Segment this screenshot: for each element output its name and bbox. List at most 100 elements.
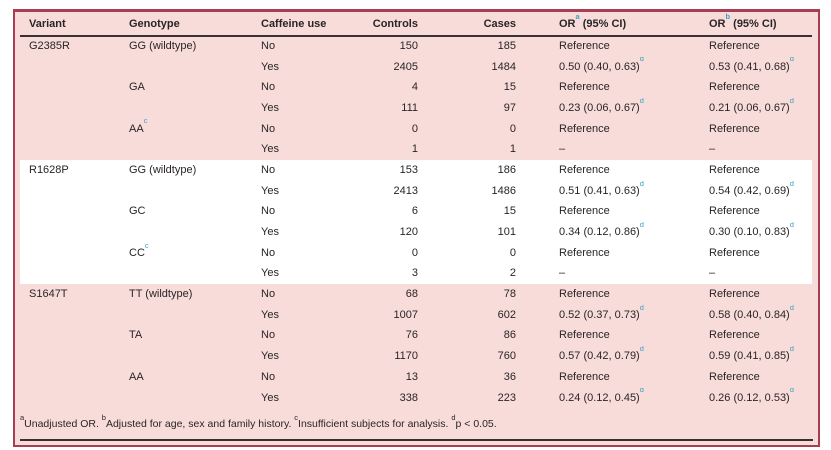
cell-superscript: c xyxy=(143,118,148,126)
cell-variant: G2385R xyxy=(20,36,120,57)
table-row: Yes 2413 1486 0.51 (0.41, 0.63)d 0.54 (0.42,… xyxy=(20,180,812,202)
cell-text: 86 xyxy=(503,329,516,342)
cell-superscript: d xyxy=(639,346,644,353)
cell-text: 111 xyxy=(401,101,418,114)
cell-text: 0.52 (0.37, 0.73) xyxy=(559,308,640,321)
table-row: AAc No 0 0 Reference Reference xyxy=(20,119,812,140)
cell-caffeine-use: Yes xyxy=(252,388,352,409)
cell-text: 120 xyxy=(399,226,418,239)
cell-controls: 150 xyxy=(352,36,419,57)
cell-cases: 101 xyxy=(419,222,517,243)
cell-text: 0 xyxy=(509,246,516,259)
cell-text: Yes xyxy=(261,226,279,239)
cell-cases: 186 xyxy=(419,160,517,181)
footnote-text: Insufficient subjects for analysis. xyxy=(298,418,452,431)
cell-variant xyxy=(20,98,120,119)
cell-text: 338 xyxy=(399,391,418,404)
cell-or-a: Reference xyxy=(517,367,709,388)
cell-superscript: d xyxy=(789,304,794,312)
cell-or-b: – xyxy=(709,139,812,160)
cell-controls: 2405 xyxy=(352,57,419,78)
or-a-superscript: a xyxy=(575,12,580,21)
cell-controls: 1007 xyxy=(352,305,419,326)
cell-or-b: Reference xyxy=(709,202,812,223)
table-row: G2385R GG (wildtype) No 150 185 Reference Refe… xyxy=(20,36,812,57)
cell-or-a: Reference xyxy=(517,119,709,140)
table-body: G2385R GG (wildtype) No 150 185 Reference Refe… xyxy=(20,36,812,408)
cell-caffeine-use: Yes xyxy=(252,305,352,326)
cell-text: – xyxy=(559,267,566,280)
cell-controls: 2413 xyxy=(352,181,419,202)
cell-text: 13 xyxy=(405,370,418,383)
cell-text: 2405 xyxy=(393,60,418,73)
cell-or-a: Reference xyxy=(517,202,709,223)
cell-controls: 13 xyxy=(352,367,419,388)
cell-text: CC xyxy=(129,246,145,259)
cell-or-a: Reference xyxy=(517,160,709,181)
cell-variant xyxy=(20,202,120,223)
cell-text: Reference xyxy=(709,163,760,176)
cell-text: 6 xyxy=(411,205,418,218)
cell-superscript: d xyxy=(789,180,794,188)
cell-caffeine-use: No xyxy=(252,243,352,264)
cell-or-a: 0.57 (0.42, 0.79)d xyxy=(517,346,709,367)
cell-variant xyxy=(20,346,120,367)
cell-text: Reference xyxy=(709,288,760,301)
cell-controls: 68 xyxy=(352,284,419,305)
cell-text: 68 xyxy=(405,288,418,301)
cell-text: 2 xyxy=(509,267,516,280)
cell-text: 0 xyxy=(509,122,516,135)
cell-text: 0.23 (0.06, 0.67) xyxy=(559,101,640,114)
cell-or-a: Reference xyxy=(517,243,709,264)
cell-genotype xyxy=(120,57,252,78)
cell-genotype: GG (wildtype) xyxy=(120,160,252,181)
cell-text: No xyxy=(261,246,276,259)
footnote-superscript: d xyxy=(451,412,456,422)
table-bottom-rule xyxy=(20,438,813,441)
cell-text: Yes xyxy=(261,391,279,404)
table-row: Yes 111 97 0.23 (0.06, 0.67)d 0.21 (0.06, 0.… xyxy=(20,98,812,119)
cell-cases: 602 xyxy=(419,305,517,326)
cell-text: 0.24 (0.12, 0.45) xyxy=(559,391,640,404)
table-footnote: aUnadjusted OR. bAdjusted for age, sex a… xyxy=(20,414,813,431)
footnote-text: Unadjusted OR. xyxy=(24,418,102,431)
cell-variant xyxy=(20,139,120,160)
cell-text: 1486 xyxy=(491,184,516,197)
cell-caffeine-use: No xyxy=(252,160,352,181)
cell-or-a: – xyxy=(517,139,709,160)
cell-text: Reference xyxy=(709,81,760,94)
cell-text: Reference xyxy=(559,329,610,342)
table-row: Yes 1170 760 0.57 (0.42, 0.79)d 0.59 (0.41, … xyxy=(20,346,812,367)
cell-text: 4 xyxy=(411,81,418,94)
cell-caffeine-use: Yes xyxy=(252,222,352,243)
cell-caffeine-use: Yes xyxy=(252,181,352,202)
cell-or-b: 0.59 (0.41, 0.85)d xyxy=(709,346,812,367)
cell-controls: 1 xyxy=(352,139,419,160)
cell-superscript: d xyxy=(789,56,794,64)
cell-variant: R1628P xyxy=(20,160,120,181)
cell-text: Yes xyxy=(261,60,279,73)
cell-genotype: AAc xyxy=(120,119,252,140)
cell-text: 15 xyxy=(503,81,516,94)
cell-text: Reference xyxy=(709,370,760,383)
cell-or-a: 0.23 (0.06, 0.67)d xyxy=(517,98,709,119)
cell-or-a: – xyxy=(517,264,709,285)
cell-genotype: TA xyxy=(120,326,252,347)
cell-variant xyxy=(20,57,120,78)
cell-controls: 0 xyxy=(352,119,419,140)
cell-cases: 78 xyxy=(419,284,517,305)
cell-or-b: 0.54 (0.42, 0.69)d xyxy=(709,181,812,202)
cell-text: Reference xyxy=(559,40,610,53)
cell-caffeine-use: No xyxy=(252,326,352,347)
cell-cases: 86 xyxy=(419,326,517,347)
cell-text: R1628P xyxy=(29,163,69,176)
cell-cases: 15 xyxy=(419,77,517,98)
cell-or-b: 0.26 (0.12, 0.53)d xyxy=(709,388,812,409)
cell-or-a: Reference xyxy=(517,77,709,98)
cell-or-a: 0.50 (0.40, 0.63)d xyxy=(517,57,709,78)
cell-text: Yes xyxy=(261,101,279,114)
cell-controls: 6 xyxy=(352,202,419,223)
cell-genotype xyxy=(120,264,252,285)
cell-text: Reference xyxy=(709,246,760,259)
cell-text: No xyxy=(261,122,276,135)
